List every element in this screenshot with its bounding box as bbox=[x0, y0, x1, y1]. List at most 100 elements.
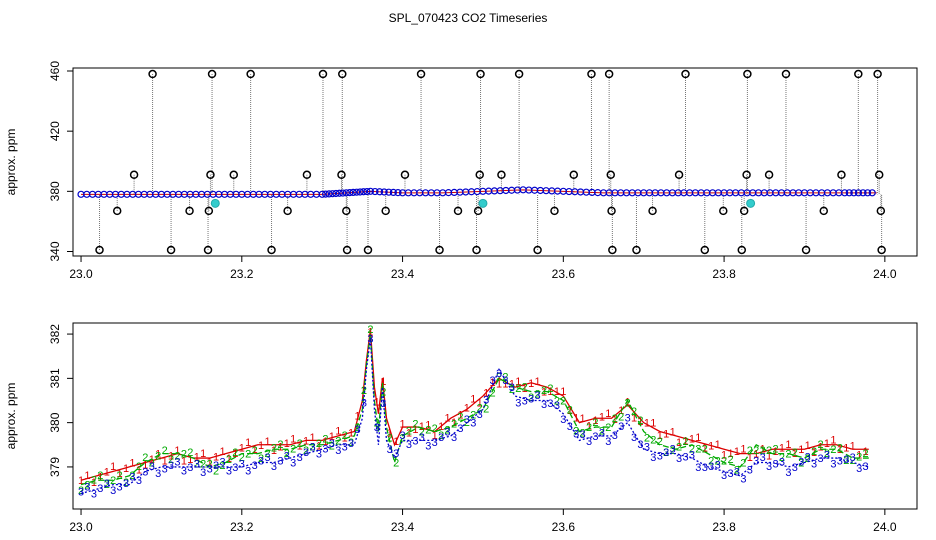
data-point bbox=[864, 189, 872, 197]
x-tick-label: 23.8 bbox=[712, 267, 736, 281]
series-marker: 3 bbox=[393, 448, 399, 460]
x-axis: 23.0 23.2 23.4 23.6 23.8 24.0 bbox=[69, 509, 897, 534]
cyan-point bbox=[478, 198, 488, 208]
series-marker: 2 bbox=[393, 458, 399, 470]
series-marker: 3 bbox=[303, 447, 309, 459]
flag-point bbox=[719, 206, 728, 216]
series-marker: 2 bbox=[766, 445, 772, 457]
series-marker: 3 bbox=[644, 442, 650, 454]
series-marker: 3 bbox=[483, 395, 489, 407]
series-marker: 3 bbox=[631, 432, 637, 444]
series-marker: 3 bbox=[605, 436, 611, 448]
series-marker: 2 bbox=[843, 455, 849, 467]
flag-point bbox=[837, 170, 846, 180]
series-marker: 3 bbox=[232, 462, 238, 474]
series-marker: 2 bbox=[554, 396, 560, 408]
series-marker: 3 bbox=[271, 461, 277, 473]
series-marker: 2 bbox=[535, 388, 541, 400]
series-marker: 3 bbox=[194, 458, 200, 470]
series-marker: 2 bbox=[657, 436, 663, 448]
series-marker: 2 bbox=[618, 411, 624, 423]
flag-point bbox=[338, 69, 347, 79]
series-marker: 1 bbox=[271, 445, 277, 457]
x-tick-label: 23.0 bbox=[69, 267, 93, 281]
series-marker: 3 bbox=[354, 424, 360, 436]
series-marker: 3 bbox=[316, 449, 322, 461]
series-marker: 1 bbox=[470, 394, 476, 406]
series-line-2 bbox=[80, 333, 869, 486]
series-marker: 1 bbox=[753, 449, 759, 461]
flag-point bbox=[318, 69, 328, 79]
series-marker: 2 bbox=[252, 445, 258, 457]
series-marker: 2 bbox=[753, 445, 759, 457]
series-marker: 1 bbox=[399, 419, 405, 431]
series-marker: 3 bbox=[329, 438, 335, 450]
flag-point bbox=[381, 206, 390, 216]
flag-point bbox=[246, 69, 255, 79]
series-marker: 2 bbox=[117, 470, 123, 482]
series-marker: 3 bbox=[187, 462, 193, 474]
data-point bbox=[356, 188, 364, 196]
series-marker: 2 bbox=[515, 383, 521, 395]
series-marker: 2 bbox=[522, 381, 528, 393]
flag-point bbox=[207, 69, 217, 79]
series-marker: 3 bbox=[496, 368, 502, 380]
series-marker: 3 bbox=[727, 468, 733, 480]
series-marker: 3 bbox=[142, 466, 148, 478]
series-marker: 2 bbox=[399, 433, 405, 445]
series-marker: 3 bbox=[84, 481, 90, 493]
series-marker: 2 bbox=[779, 452, 785, 464]
series-marker: 3 bbox=[174, 457, 180, 469]
y-tick-label: 340 bbox=[48, 241, 62, 261]
series-marker: 2 bbox=[715, 456, 721, 468]
series-marker: 3 bbox=[779, 457, 785, 469]
series-marker: 2 bbox=[483, 403, 489, 415]
flag-point bbox=[742, 170, 751, 180]
x-tick-label: 23.6 bbox=[552, 520, 576, 534]
series-marker: 2 bbox=[284, 448, 290, 460]
data-point bbox=[318, 190, 326, 198]
series-marker: 1 bbox=[702, 442, 708, 454]
series-marker: 1 bbox=[657, 430, 663, 442]
series-marker: 3 bbox=[862, 461, 868, 473]
series-marker: 2 bbox=[580, 427, 586, 439]
x-tick-label: 23.0 bbox=[69, 520, 93, 534]
series-marker: 1 bbox=[380, 376, 386, 388]
series-marker: 2 bbox=[451, 419, 457, 431]
cyan-point bbox=[210, 198, 220, 208]
series-marker: 1 bbox=[682, 435, 688, 447]
series-marker: 1 bbox=[438, 421, 444, 433]
x-tick-label: 23.8 bbox=[712, 520, 736, 534]
series-marker: 3 bbox=[637, 439, 643, 451]
series-marker: 2 bbox=[348, 437, 354, 449]
series-marker: 3 bbox=[361, 397, 367, 409]
series-marker: 2 bbox=[335, 435, 341, 447]
series-marker: 1 bbox=[129, 458, 135, 470]
series-marker: 3 bbox=[753, 456, 759, 468]
flag-point bbox=[877, 245, 886, 255]
flag-point bbox=[206, 170, 215, 180]
series-marker: 3 bbox=[522, 396, 528, 408]
series-marker: 1 bbox=[84, 470, 90, 482]
series-marker: 2 bbox=[670, 445, 676, 457]
series-marker: 3 bbox=[181, 465, 187, 477]
series-marker: 1 bbox=[785, 439, 791, 451]
flag-point bbox=[400, 170, 410, 180]
series-marker: 1 bbox=[226, 453, 232, 465]
flag-point bbox=[302, 170, 312, 180]
y-axis: 340 380 420 460 bbox=[48, 61, 73, 262]
series-marker: 3 bbox=[425, 441, 431, 453]
series-marker: 2 bbox=[586, 422, 592, 434]
series-marker: 1 bbox=[457, 410, 463, 422]
data-point bbox=[366, 187, 375, 195]
series-marker: 3 bbox=[547, 398, 553, 410]
series-marker: 1 bbox=[277, 442, 283, 454]
series-marker: 1 bbox=[805, 440, 811, 452]
flag-point bbox=[607, 206, 616, 216]
series-marker: 1 bbox=[798, 444, 804, 456]
series-marker: 1 bbox=[207, 457, 213, 469]
data-point bbox=[339, 189, 347, 197]
series-marker: 1 bbox=[297, 441, 303, 453]
series-marker: 2 bbox=[496, 372, 502, 384]
data-point bbox=[859, 189, 867, 197]
